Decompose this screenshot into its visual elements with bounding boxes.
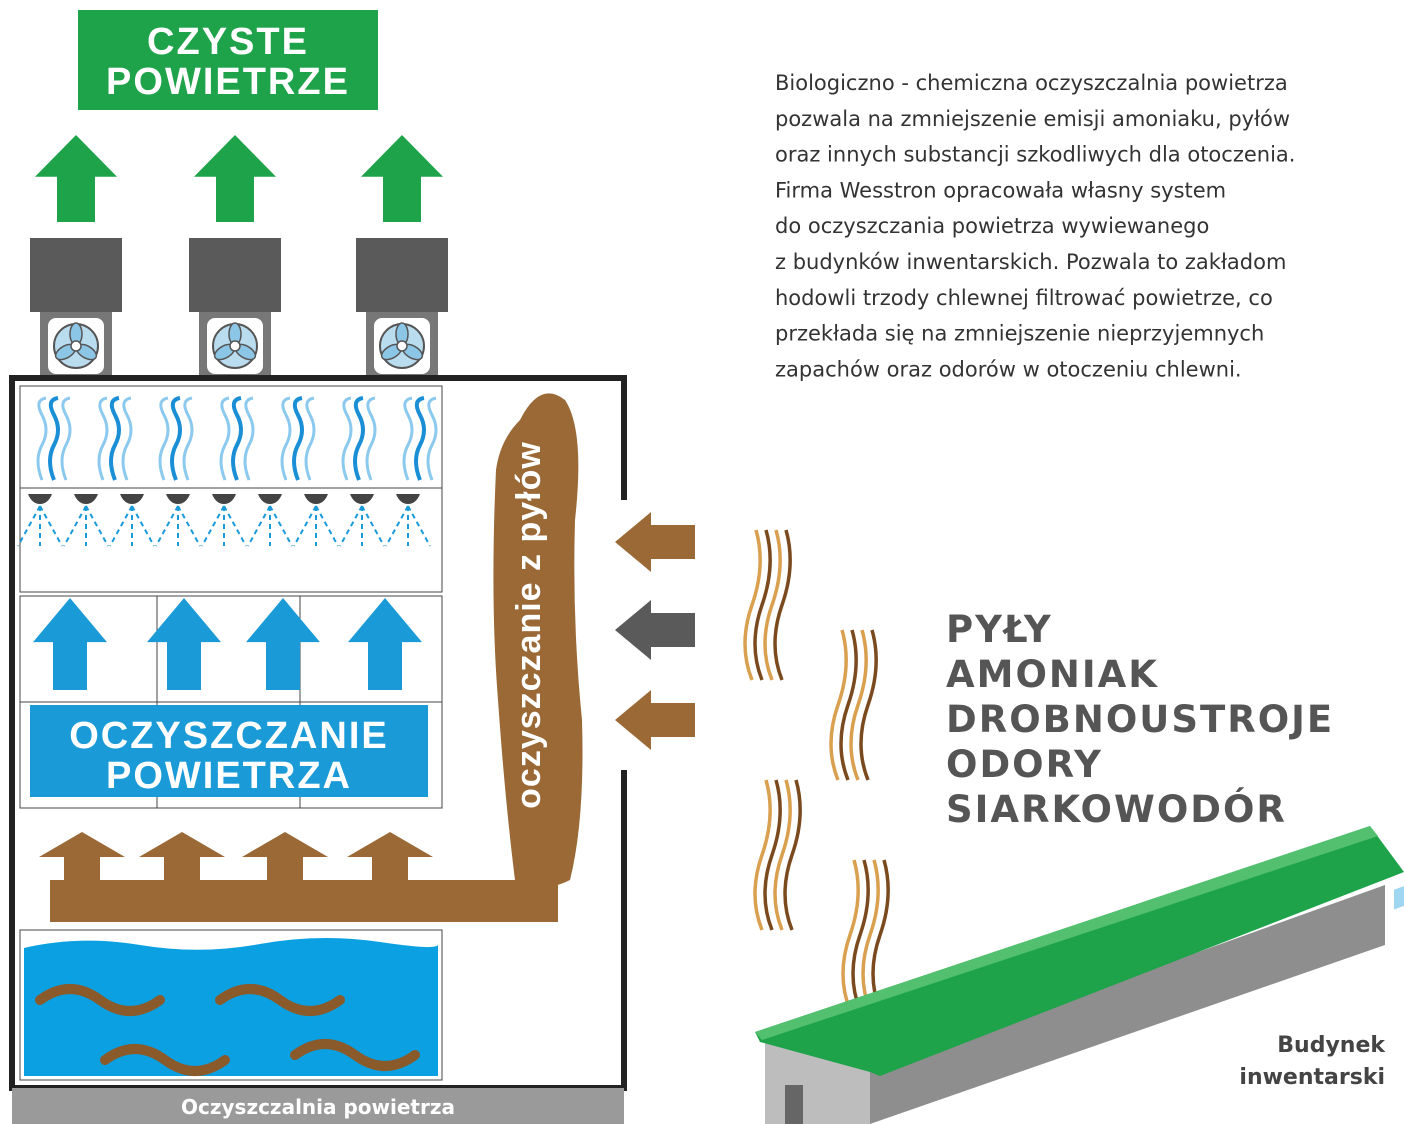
fan-hub — [71, 341, 81, 351]
building-door — [785, 1085, 803, 1124]
odor-wave — [775, 530, 790, 680]
odor-wave — [745, 530, 760, 680]
dust-arrow — [347, 832, 433, 884]
plant-label: Oczyszczalnia powietrza — [181, 1095, 455, 1119]
fan-housing — [30, 238, 122, 312]
pollutant: SIARKOWODÓR — [946, 787, 1287, 831]
pollutant: PYŁY — [946, 608, 1053, 651]
odor-wave — [785, 780, 800, 930]
window — [1393, 881, 1404, 911]
diagram: CZYSTE POWIETRZE OCZYSZCZANIE POWIETRZA … — [0, 0, 1404, 1124]
odor-wave — [765, 780, 780, 930]
decorations — [30, 135, 448, 378]
odor-wave — [841, 630, 856, 780]
fan-hub — [230, 341, 240, 351]
body: CZYSTE POWIETRZE OCZYSZCZANIE POWIETRZA … — [0, 0, 1404, 1124]
dust-cleaning-label: oczyszczanie z pyłów — [510, 441, 548, 809]
description-line: przekłada się na zmniejszenie nieprzyjem… — [775, 322, 1264, 346]
description-line: Firma Wesstron opracowała własny system — [775, 178, 1226, 202]
odor-wave — [873, 860, 888, 1010]
pollutant-list: PYŁYAMONIAKDROBNOUSTROJEODORYSIARKOWODÓR — [946, 608, 1334, 831]
building-label: inwentarski — [1239, 1065, 1385, 1090]
dust-arrow — [139, 832, 225, 884]
odor-wave — [831, 630, 846, 780]
fan-housing — [356, 238, 448, 312]
description-line: hodowli trzody chlewnej filtrować powiet… — [775, 286, 1273, 310]
purification-label: POWIETRZA — [106, 755, 352, 797]
dust-arrow — [39, 832, 125, 884]
water — [24, 938, 438, 1076]
clean-air-label: CZYSTE — [147, 21, 309, 63]
mist-panel — [20, 386, 442, 488]
description-line: Biologiczno - chemiczna oczyszczalnia po… — [775, 71, 1288, 95]
odor-wave — [853, 860, 868, 1010]
fan-housing — [189, 238, 281, 312]
pollutant: ODORY — [946, 743, 1103, 786]
odor-wave — [851, 630, 866, 780]
description: Biologiczno - chemiczna oczyszczalnia po… — [775, 71, 1295, 381]
odor-wave — [765, 530, 780, 680]
building-label: Budynek — [1277, 1033, 1386, 1058]
fan-hub — [397, 341, 407, 351]
description-line: z budynków inwentarskich. Pozwala to zak… — [775, 250, 1286, 274]
description-line: pozwala na zmniejszenie emisji amoniaku,… — [775, 107, 1290, 131]
dust-pipe — [50, 870, 558, 922]
odor-wave — [861, 630, 876, 780]
description-line: do oczyszczania powietrza wywiewanego — [775, 214, 1209, 238]
clean-air-arrow — [361, 135, 443, 222]
clean-air-arrow — [35, 135, 117, 222]
odor-wave — [755, 530, 770, 680]
pollutant: DROBNOUSTROJE — [946, 698, 1334, 741]
odor-wave — [755, 780, 770, 930]
description-line: zapachów oraz odorów w otoczeniu chlewni… — [775, 357, 1242, 381]
odor-wave — [863, 860, 878, 1010]
clean-air-arrow — [194, 135, 276, 222]
odor-wave — [843, 860, 858, 1010]
page: Oczyszczalnia powietrza { "clean_air_lab… — [0, 0, 1404, 1124]
pollutant: AMONIAK — [946, 653, 1159, 696]
odor-wave — [775, 780, 790, 930]
dust-arrow — [242, 832, 328, 884]
purification-label: OCZYSZCZANIE — [69, 715, 389, 757]
clean-air-label: POWIETRZE — [106, 61, 350, 103]
description-line: oraz innych substancji szkodliwych dla o… — [775, 143, 1295, 167]
